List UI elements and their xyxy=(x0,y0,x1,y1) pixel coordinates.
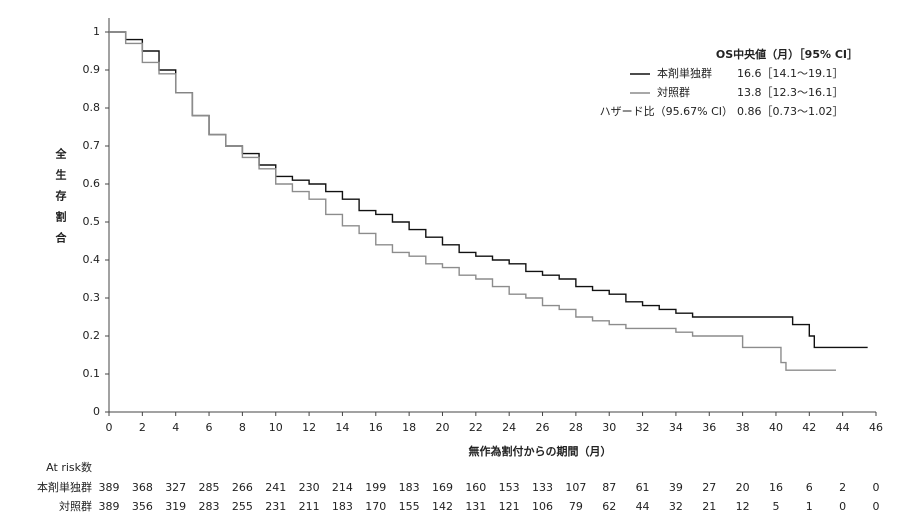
risk-value: 27 xyxy=(702,481,716,494)
risk-value: 368 xyxy=(132,481,153,494)
risk-value: 142 xyxy=(432,500,453,513)
y-tick-label: 0.1 xyxy=(83,367,101,380)
risk-value: 16 xyxy=(769,481,783,494)
y-axis-label: 全生存割合 xyxy=(54,147,68,253)
x-tick-label: 20 xyxy=(435,421,449,434)
risk-value: 255 xyxy=(232,500,253,513)
x-tick-label: 32 xyxy=(636,421,650,434)
risk-value: 199 xyxy=(365,481,386,494)
risk-value: 214 xyxy=(332,481,353,494)
risk-value: 169 xyxy=(432,481,453,494)
risk-value: 356 xyxy=(132,500,153,513)
legend-value: 13.8［12.3～16.1］ xyxy=(737,86,843,99)
legend-label: 本剤単独群 xyxy=(657,66,712,80)
x-axis-label: 無作為割付からの期間（月） xyxy=(469,444,612,458)
risk-value: 21 xyxy=(702,500,716,513)
risk-value: 389 xyxy=(99,481,120,494)
risk-value: 20 xyxy=(736,481,750,494)
risk-value: 12 xyxy=(736,500,750,513)
risk-value: 389 xyxy=(99,500,120,513)
risk-value: 87 xyxy=(602,481,616,494)
x-tick-label: 40 xyxy=(769,421,783,434)
risk-value: 160 xyxy=(465,481,486,494)
risk-value: 2 xyxy=(839,481,846,494)
risk-value: 0 xyxy=(873,500,880,513)
x-tick-label: 34 xyxy=(669,421,683,434)
risk-value: 79 xyxy=(569,500,583,513)
x-tick-label: 44 xyxy=(836,421,850,434)
risk-value: 131 xyxy=(465,500,486,513)
risk-value: 266 xyxy=(232,481,253,494)
risk-value: 183 xyxy=(399,481,420,494)
risk-value: 211 xyxy=(299,500,320,513)
x-tick-label: 38 xyxy=(736,421,750,434)
risk-value: 121 xyxy=(499,500,520,513)
risk-value: 133 xyxy=(532,481,553,494)
risk-value: 1 xyxy=(806,500,813,513)
risk-value: 241 xyxy=(265,481,286,494)
risk-value: 230 xyxy=(299,481,320,494)
y-tick-label: 0.4 xyxy=(83,253,101,266)
risk-value: 39 xyxy=(669,481,683,494)
hazard-label: ハザード比（95.67% CI） xyxy=(600,105,733,118)
risk-value: 44 xyxy=(636,500,650,513)
risk-value: 61 xyxy=(636,481,650,494)
risk-value: 0 xyxy=(873,481,880,494)
legend-label: 対照群 xyxy=(657,85,690,99)
risk-value: 170 xyxy=(365,500,386,513)
x-tick-label: 2 xyxy=(139,421,146,434)
risk-value: 0 xyxy=(839,500,846,513)
x-tick-label: 10 xyxy=(269,421,283,434)
risk-value: 183 xyxy=(332,500,353,513)
survival-curve xyxy=(109,31,836,371)
x-tick-label: 36 xyxy=(702,421,716,434)
risk-value: 5 xyxy=(772,500,779,513)
risk-value: 62 xyxy=(602,500,616,513)
risk-value: 107 xyxy=(565,481,586,494)
x-tick-label: 46 xyxy=(869,421,883,434)
hazard-value: 0.86［0.73～1.02］ xyxy=(737,105,843,118)
risk-value: 327 xyxy=(165,481,186,494)
x-tick-label: 28 xyxy=(569,421,583,434)
x-tick-label: 22 xyxy=(469,421,483,434)
risk-value: 231 xyxy=(265,500,286,513)
x-tick-label: 26 xyxy=(536,421,550,434)
y-tick-label: 0.2 xyxy=(83,329,101,342)
risk-value: 155 xyxy=(399,500,420,513)
y-tick-label: 0 xyxy=(93,405,100,418)
x-tick-label: 8 xyxy=(239,421,246,434)
risk-value: 283 xyxy=(199,500,220,513)
y-tick-label: 0.5 xyxy=(83,215,101,228)
risk-value: 285 xyxy=(199,481,220,494)
risk-value: 6 xyxy=(806,481,813,494)
x-tick-label: 0 xyxy=(106,421,113,434)
x-tick-label: 6 xyxy=(206,421,213,434)
x-tick-label: 12 xyxy=(302,421,316,434)
risk-value: 106 xyxy=(532,500,553,513)
x-tick-label: 4 xyxy=(172,421,179,434)
y-tick-label: 0.8 xyxy=(83,101,101,114)
x-tick-label: 18 xyxy=(402,421,416,434)
y-tick-label: 0.3 xyxy=(83,291,101,304)
legend-value: 16.6［14.1～19.1］ xyxy=(737,67,843,80)
x-tick-label: 14 xyxy=(335,421,349,434)
legend-title: OS中央値（月）［95% CI］ xyxy=(716,47,858,61)
x-tick-label: 30 xyxy=(602,421,616,434)
risk-value: 319 xyxy=(165,500,186,513)
risk-title: At risk数 xyxy=(46,461,92,474)
y-tick-label: 1 xyxy=(93,25,100,38)
y-tick-label: 0.7 xyxy=(83,139,101,152)
x-tick-label: 24 xyxy=(502,421,516,434)
x-tick-label: 16 xyxy=(369,421,383,434)
risk-value: 32 xyxy=(669,500,683,513)
risk-row-label: 対照群 xyxy=(59,499,92,513)
risk-row-label: 本剤単独群 xyxy=(37,480,92,494)
x-tick-label: 42 xyxy=(802,421,816,434)
risk-value: 153 xyxy=(499,481,520,494)
y-tick-label: 0.9 xyxy=(83,63,101,76)
y-tick-label: 0.6 xyxy=(83,177,101,190)
